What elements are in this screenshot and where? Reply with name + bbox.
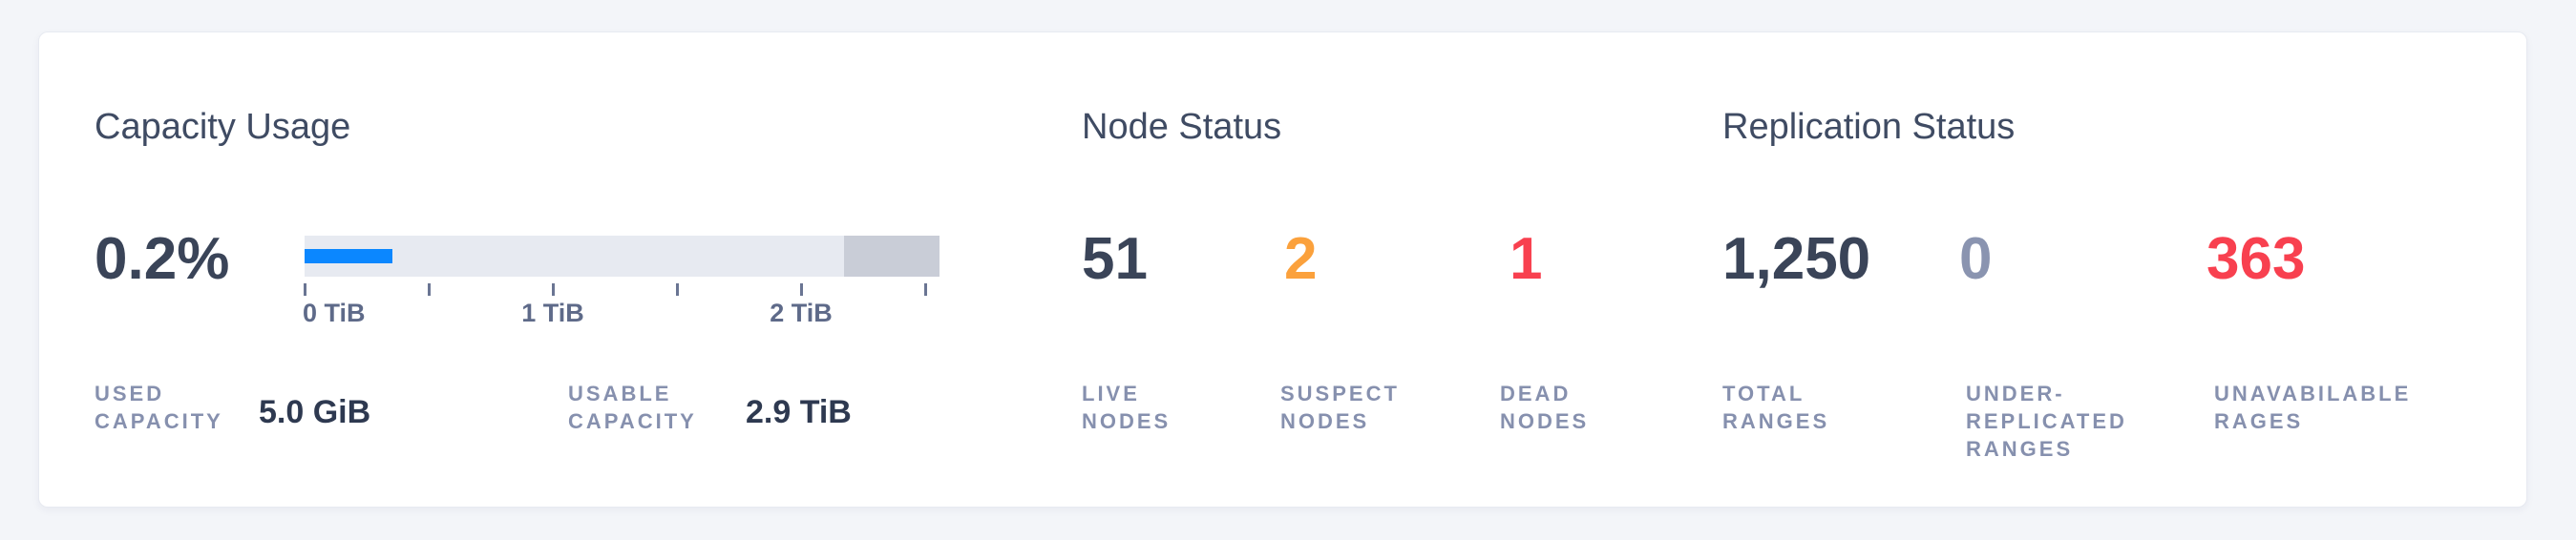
live-nodes-label: LIVE NODES [1082,382,1172,433]
suspect-nodes-label: SUSPECT NODES [1280,382,1400,433]
capacity-axis-tick-2 [552,283,555,296]
capacity-axis-label-0-tib: 0 TiB [303,299,366,327]
under-replicated-ranges-value: 0 [1959,226,1993,292]
usable-capacity-value: 2.9 TiB [746,394,852,430]
capacity-used-percent: 0.2% [95,226,230,292]
total-ranges-value: 1,250 [1722,226,1871,292]
usable-capacity-label: USABLE CAPACITY [568,382,697,433]
replication-status-title: Replication Status [1722,107,2016,147]
used-capacity-value: 5.0 GiB [259,394,371,430]
total-ranges-label: TOTAL RANGES [1722,382,1830,433]
capacity-bar-axis: 0 TiB 1 TiB 2 TiB [303,277,940,334]
capacity-axis-tick-4 [800,283,804,296]
cluster-overview-card: Capacity Usage 0.2% 0 TiB 1 TiB 2 TiB USED… [38,31,2527,508]
unavailable-ranges-label: UNAVABILABLE RAGES [2214,382,2412,433]
capacity-usage-title: Capacity Usage [95,107,351,147]
used-capacity-label: USED CAPACITY [95,382,223,433]
capacity-axis-tick-1 [427,283,431,296]
capacity-axis-tick-3 [675,283,679,296]
unavailable-ranges-value: 363 [2206,226,2306,292]
under-replicated-ranges-label: UNDER- REPLICATED RANGES [1966,382,2127,461]
capacity-bar-reserved-segment [844,236,940,277]
dead-nodes-label: DEAD NODES [1500,382,1590,433]
capacity-axis-label-1-tib: 1 TiB [521,299,584,327]
suspect-nodes-value: 2 [1284,226,1318,292]
capacity-axis-label-2-tib: 2 TiB [770,299,833,327]
capacity-axis-tick-5 [923,283,927,296]
live-nodes-value: 51 [1082,226,1148,292]
capacity-bar [305,236,940,277]
dead-nodes-value: 1 [1510,226,1543,292]
capacity-bar-used-segment [305,249,392,263]
node-status-title: Node Status [1082,107,1282,147]
capacity-axis-tick-0 [304,283,306,296]
